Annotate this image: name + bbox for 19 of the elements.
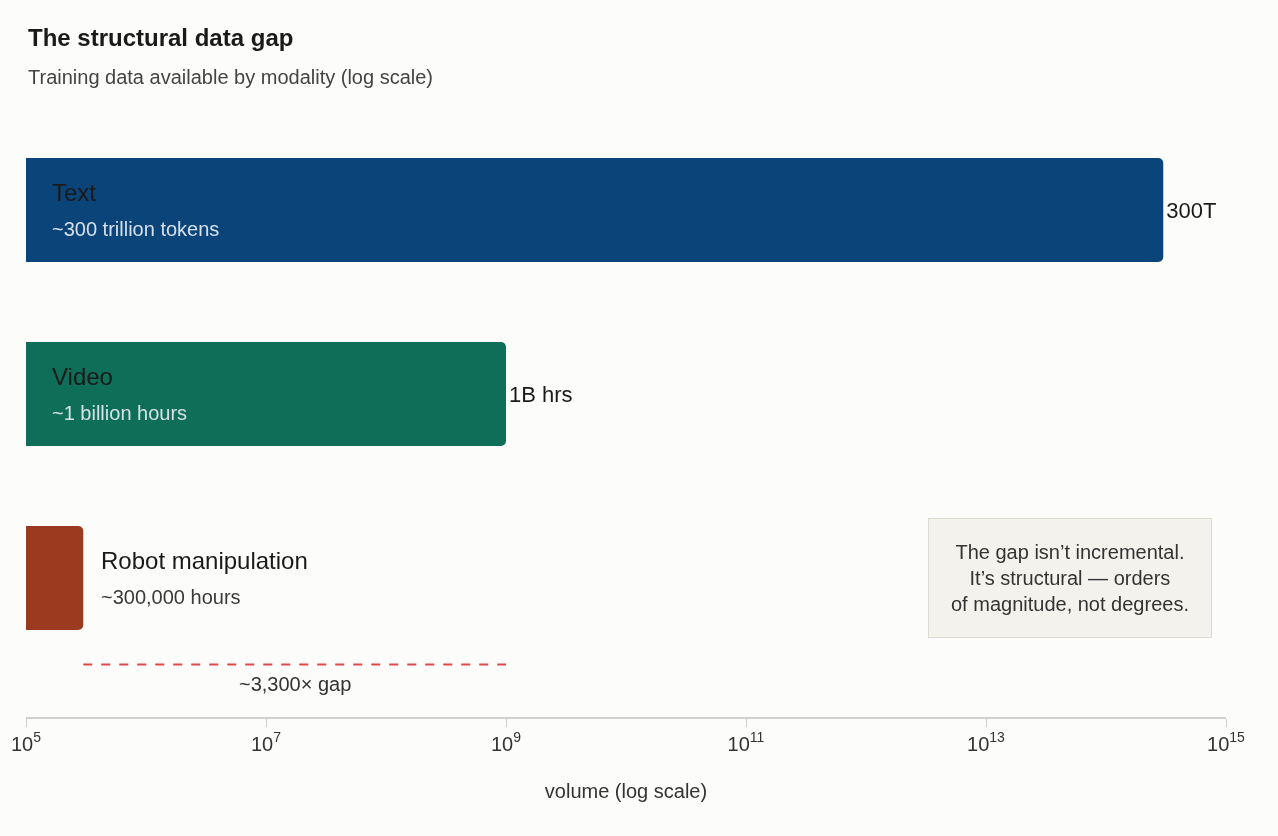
text: ~3,300× gap: [239, 673, 352, 695]
data-label: 1B hrs: [509, 381, 573, 407]
annotation: ~300 trillion tokens: [52, 218, 220, 240]
x-tick-label: 10$^{11}$: [727, 729, 765, 755]
data-label: 300T: [1166, 197, 1217, 223]
y-tick-label: Text: [52, 179, 97, 206]
y-tick-label: Video: [52, 363, 113, 390]
x-tick-label: 10$^{5}$: [10, 729, 42, 755]
x-tick-label: 10$^{13}$: [967, 729, 1006, 755]
annotation: ~1 billion hours: [52, 402, 188, 424]
chart-subtitle: Training data available by modality (log scale): [28, 66, 434, 88]
y-tick-label: Robot manipulation: [101, 547, 308, 574]
chart-title: The structural data gap: [28, 24, 294, 51]
annotation: ~300,000 hours: [101, 586, 241, 608]
x-tick-label: 10$^{9}$: [490, 729, 522, 755]
x-axis-title: volume (log scale): [544, 779, 708, 802]
x-tick-label: 10$^{15}$: [1207, 729, 1246, 755]
x-tick-label: 10$^{7}$: [250, 729, 282, 755]
annotation: The gap isn’t incremental. It’s structural — orders of magnitude, not degrees.: [951, 541, 1189, 615]
